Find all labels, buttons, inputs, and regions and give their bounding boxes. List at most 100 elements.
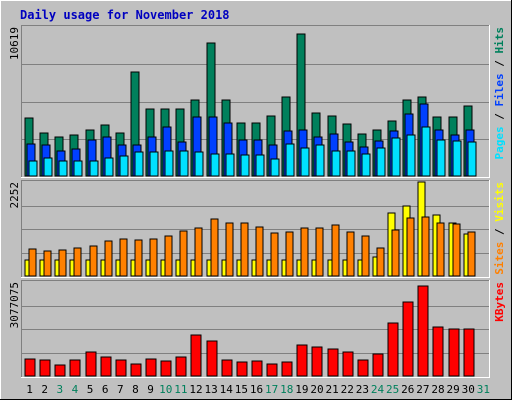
bar-kbytes-day-30 — [463, 328, 475, 377]
day-label-23: 23 — [356, 383, 369, 396]
bar-sites-day-16 — [255, 226, 264, 277]
bar-pages-day-9 — [149, 151, 159, 177]
bar-sites-day-21 — [331, 224, 340, 277]
bar-sites-day-23 — [361, 235, 370, 277]
bar-sites-day-28 — [436, 222, 445, 277]
legend-top-part-4: Hits — [493, 27, 506, 54]
bar-pages-day-23 — [361, 153, 371, 177]
series-kbytes — [24, 285, 475, 377]
day-label-29: 29 — [447, 383, 460, 396]
bar-pages-day-18 — [285, 143, 295, 177]
bar-sites-day-10 — [164, 235, 173, 277]
bar-sites-day-4 — [73, 247, 82, 277]
series-sites — [28, 216, 476, 277]
day-label-8: 8 — [132, 383, 139, 396]
day-label-4: 4 — [72, 383, 79, 396]
bar-sites-day-1 — [28, 248, 37, 277]
bar-kbytes-day-27 — [417, 285, 429, 377]
legend-middle: Sites / Visits — [493, 182, 506, 275]
bar-sites-day-12 — [194, 227, 203, 277]
bar-sites-day-26 — [406, 217, 415, 277]
bar-sites-day-18 — [285, 231, 294, 277]
bar-kbytes-day-14 — [221, 359, 233, 377]
day-label-17: 17 — [265, 383, 278, 396]
bar-kbytes-day-5 — [85, 351, 97, 377]
day-label-19: 19 — [295, 383, 308, 396]
day-label-31: 31 — [477, 383, 490, 396]
day-axis: 1 2 3 4 5 6 7 8 9 10 11 12 13 14 15 16 17 18 19 20 21 22 23 24 2… — [26, 383, 490, 396]
right-legend: Pages / Files / Hits Sites / Visits KBytes — [493, 27, 506, 322]
bar-kbytes-day-26 — [402, 301, 414, 377]
bar-pages-day-25 — [391, 137, 401, 177]
bar-pages-day-8 — [134, 151, 144, 177]
chart-title: Daily usage for November 2018 — [20, 8, 230, 22]
bar-sites-day-6 — [104, 240, 113, 277]
bar-sites-day-24 — [376, 247, 385, 277]
day-label-7: 7 — [117, 383, 124, 396]
bar-pages-day-2 — [43, 157, 53, 177]
bar-sites-day-2 — [43, 250, 52, 277]
legend-middle-part-2: Visits — [493, 182, 506, 222]
bar-pages-day-27 — [421, 126, 431, 177]
bar-sites-day-11 — [179, 230, 188, 277]
day-label-11: 11 — [174, 383, 187, 396]
bar-kbytes-day-21 — [327, 348, 339, 377]
bar-sites-day-17 — [270, 232, 279, 277]
day-label-9: 9 — [147, 383, 154, 396]
bar-kbytes-day-4 — [69, 359, 81, 377]
day-label-27: 27 — [416, 383, 429, 396]
day-label-25: 25 — [386, 383, 399, 396]
bar-sites-day-22 — [346, 231, 355, 277]
panels-layer: 10619 2252 3077075 — [8, 25, 490, 378]
day-label-14: 14 — [220, 383, 234, 396]
bar-pages-day-19 — [300, 147, 310, 177]
legend-middle-part-0: Sites — [493, 242, 506, 275]
ymax-label: 2252 — [8, 182, 21, 209]
bar-pages-day-10 — [164, 150, 174, 177]
bar-pages-day-16 — [255, 154, 265, 177]
series-pages — [28, 126, 477, 177]
legend-middle-part-1: / — [493, 222, 506, 242]
bar-pages-day-21 — [331, 150, 341, 177]
bar-kbytes-day-22 — [342, 351, 354, 377]
bar-kbytes-day-19 — [296, 344, 308, 377]
bar-kbytes-day-24 — [372, 353, 384, 377]
day-label-10: 10 — [159, 383, 172, 396]
bar-kbytes-day-3 — [54, 364, 66, 377]
bar-kbytes-day-15 — [236, 361, 248, 377]
bar-kbytes-day-20 — [311, 346, 323, 377]
bar-pages-day-7 — [119, 155, 129, 177]
bar-sites-day-19 — [300, 227, 309, 277]
bar-pages-day-4 — [73, 160, 83, 177]
legend-top: Pages / Files / Hits — [493, 27, 506, 160]
bar-kbytes-day-6 — [100, 356, 112, 377]
bar-pages-day-11 — [179, 150, 189, 177]
bar-pages-day-28 — [436, 139, 446, 177]
bar-pages-day-5 — [89, 160, 99, 177]
legend-bottom-part-0: KBytes — [493, 282, 506, 322]
bar-pages-day-14 — [225, 153, 235, 177]
bar-sites-day-14 — [225, 222, 234, 277]
day-label-24: 24 — [371, 383, 385, 396]
bar-kbytes-day-12 — [190, 334, 202, 377]
day-label-12: 12 — [189, 383, 202, 396]
panel-kbytes: 3077075 — [8, 280, 490, 378]
bar-kbytes-day-29 — [448, 328, 460, 377]
day-label-2: 2 — [41, 383, 48, 396]
day-label-18: 18 — [280, 383, 293, 396]
bar-sites-day-25 — [391, 229, 400, 277]
panel-visits-sites: 2252 — [8, 180, 490, 278]
bar-kbytes-day-7 — [115, 359, 127, 377]
bar-sites-day-29 — [452, 223, 461, 277]
bar-kbytes-day-10 — [160, 360, 172, 377]
bar-sites-day-8 — [134, 239, 143, 277]
legend-top-part-1: / — [493, 107, 506, 127]
bar-pages-day-30 — [467, 141, 477, 177]
bar-kbytes-day-25 — [387, 322, 399, 377]
day-label-22: 22 — [341, 383, 354, 396]
day-label-15: 15 — [235, 383, 248, 396]
legend-bottom: KBytes — [493, 282, 506, 322]
bar-pages-day-6 — [104, 157, 114, 177]
bar-kbytes-day-9 — [145, 358, 157, 377]
bar-kbytes-day-8 — [130, 363, 142, 377]
